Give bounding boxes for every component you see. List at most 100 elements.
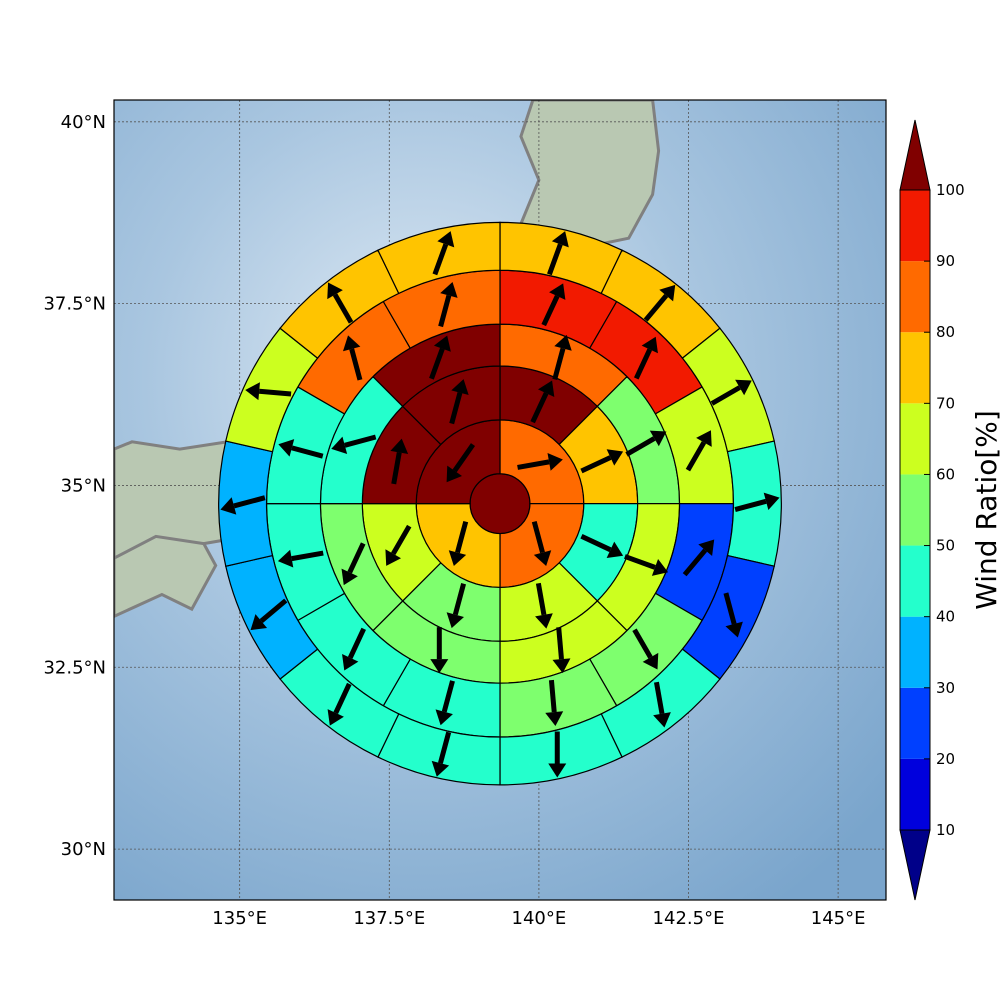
wind-arrow-head [277,549,294,568]
wind-arrow-head [385,549,402,566]
wind-arrow-shaft [643,293,669,322]
colorbar-segment [900,332,930,404]
wind-arrow [327,282,354,324]
wind-arrow-head [735,379,752,396]
wind-arrow-shaft [259,598,288,623]
wind-arrow-head [538,380,555,397]
wind-arrow-head [331,436,348,454]
wind-arrow [632,628,659,670]
wind-arrow [530,380,555,424]
wind-arrow [342,335,363,381]
wind-arrow [430,627,449,674]
wind-arrow-shaft [347,627,366,659]
wind-arrow-head [552,658,571,674]
wind-arrow-shaft [291,550,324,562]
wind-arrow-head [606,449,624,466]
y-tick-label: 32.5°N [43,657,106,678]
wind-arrow-shaft [258,388,292,397]
wind-arrow [220,495,266,515]
wind-arrow-shaft [580,455,612,474]
wind-arrow-head [451,379,469,395]
wind-arrow-head [390,438,409,454]
wind-arrow [331,434,377,454]
y-tick-label: 30°N [61,839,106,860]
wind-arrow [580,534,624,558]
wind-arrow [625,430,667,457]
wind-arrow-shaft [441,680,455,713]
wind-arrow-shaft [455,520,469,554]
colorbar-tick-label: 100 [936,181,965,199]
wind-arrow-shaft [535,582,547,616]
wind-arrow-shaft [632,628,653,659]
colorbar: 10 20 30 40 50 60 70 80 90 100 [899,119,965,901]
x-tick-label: 135°E [212,908,267,929]
x-tick-label: 142.5°E [653,908,725,929]
wind-arrow-shaft [685,441,707,472]
wind-arrow-head [342,335,361,352]
colorbar-tick-label: 70 [936,394,955,412]
wind-arrow [390,438,409,485]
colorbar-segment [900,545,930,617]
wind-arrow-head [554,334,572,351]
wind-arrow-shaft [332,293,354,324]
wind-arrow-head [725,621,743,638]
colorbar-segment [900,758,930,830]
colorbar-tick-label: 20 [936,750,955,768]
wind-arrow-head [651,558,669,576]
wind-arrow-shaft [531,520,545,554]
wind-arrow-head [547,453,563,471]
wind-arrow [342,627,366,671]
wind-arrow [531,520,552,567]
wind-arrow [431,731,452,777]
wind-arrow-head [433,335,451,352]
wind-arrow-head [763,492,780,511]
colorbar-segment [900,687,930,759]
wind-arrow [446,443,476,483]
wind-arrow-shaft [625,436,656,457]
wind-arrow-shaft [556,627,564,660]
wind-arrow-head [448,550,467,567]
wind-arrow-head [437,231,455,248]
wind-arrow-shaft [710,385,741,406]
wind-arrow-shaft [552,347,566,380]
wind-arrow-head [430,659,449,674]
wind-arrow-shaft [347,542,366,574]
wind-arrow-shaft [682,548,708,577]
wind-arrow-head [440,281,458,298]
wind-arrow-shaft [452,583,466,616]
wind-arrow-head [551,231,569,248]
wind-arrow [545,679,564,726]
wind-arrow-head [649,430,667,447]
wind-arrow-shaft [429,347,445,380]
wind-arrow [580,449,624,474]
colorbar-extend-min [899,829,931,901]
wind-arrow [429,335,451,380]
colorbar-frame [899,189,931,831]
wind-arrow-head [342,653,359,671]
wind-arrow [277,549,324,568]
wind-arrow [624,554,669,576]
wind-arrow [438,281,458,328]
colorbar-extend-max [899,119,931,191]
wind-arrow [710,379,752,406]
wind-arrow [682,539,715,577]
wind-arrow-shaft [530,392,549,424]
wind-arrow-head [446,612,464,629]
wind-arrow [734,492,780,513]
wind-arrow-head [431,760,450,777]
wind-arrow [250,598,288,631]
colorbar-tick-label: 80 [936,323,955,341]
wind-arrow [548,731,567,778]
y-tick-label: 35°N [61,475,106,496]
colorbar-tick-label: 50 [936,537,955,555]
map-area [114,100,886,900]
wind-arrow [449,379,469,425]
x-axis-ticks: 135°E 137.5°E 140°E 142.5°E 145°E [212,908,865,929]
colorbar-segment [900,190,930,262]
wind-arrow-shaft [452,443,476,473]
wind-arrow [245,382,292,401]
wind-arrow [552,627,571,674]
wind-arrow-shaft [723,592,737,625]
x-tick-label: 140°E [512,908,567,929]
wind-arrow-head [696,430,712,447]
